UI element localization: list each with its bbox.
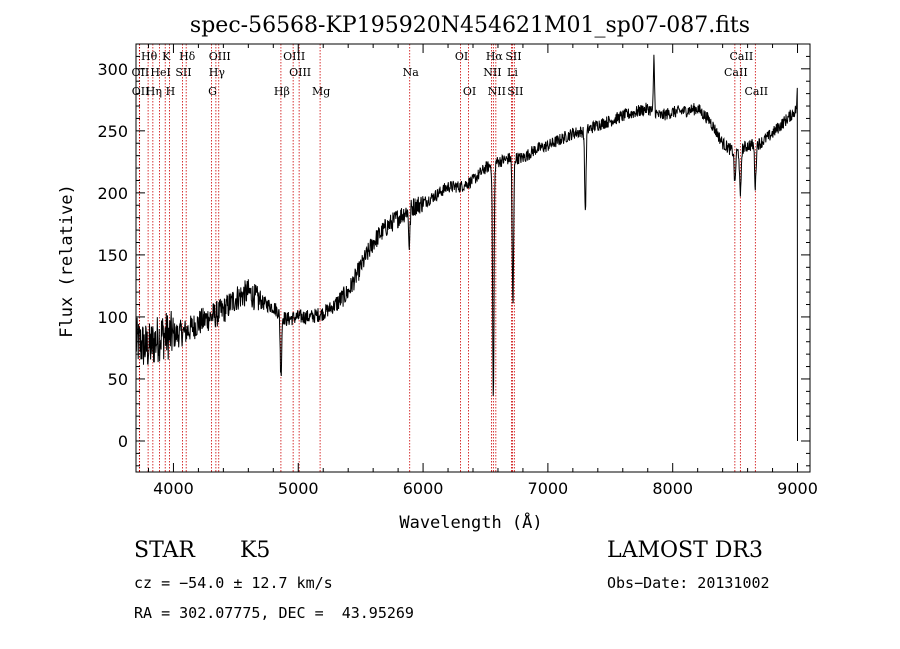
spectral-line-label: OIII bbox=[209, 50, 231, 63]
spectral-line-label: K bbox=[162, 50, 171, 63]
y-tick-label: 100 bbox=[97, 308, 128, 327]
spectral-line-label: OIII bbox=[289, 66, 311, 79]
spectral-line-label: Hα bbox=[486, 50, 504, 63]
spectral-line-label: HeI bbox=[150, 66, 170, 79]
y-tick-label: 50 bbox=[108, 370, 128, 389]
survey-name: LAMOST DR3 bbox=[607, 538, 763, 563]
spectral-line-label: CaII bbox=[724, 66, 748, 79]
object-class: STAR bbox=[134, 538, 195, 563]
x-axis-label: Wavelength (Å) bbox=[399, 511, 542, 533]
y-axis-label: Flux (relative) bbox=[57, 184, 77, 338]
chart-title: spec-56568-KP195920N454621M01_sp07-087.f… bbox=[190, 13, 750, 38]
spectral-line-label: Hθ bbox=[141, 50, 158, 63]
x-tick-label: 7000 bbox=[528, 479, 569, 498]
spectrum-plot: spec-56568-KP195920N454621M01_sp07-087.f… bbox=[57, 13, 818, 533]
spectral-line-label: Hβ bbox=[274, 85, 290, 98]
spectral-line-label: Na bbox=[403, 66, 420, 79]
spectral-line-label: OII bbox=[132, 66, 150, 79]
x-tick-label: 9000 bbox=[777, 479, 818, 498]
y-tick-label: 200 bbox=[97, 184, 128, 203]
spectral-line-label: NII bbox=[483, 66, 501, 79]
y-tick-label: 250 bbox=[97, 122, 128, 141]
coordinates: RA = 302.07775, DEC = 43.95269 bbox=[134, 604, 414, 622]
spectral-line-label: G bbox=[208, 85, 217, 98]
y-tick-label: 300 bbox=[97, 60, 128, 79]
y-tick-label: 0 bbox=[118, 432, 128, 451]
plot-frame bbox=[135, 43, 811, 473]
spectral-line-label: Hη bbox=[146, 85, 162, 98]
spectrum-line bbox=[135, 54, 798, 442]
observation-date: Obs−Date: 20131002 bbox=[607, 574, 770, 592]
axis-ticks: 4000 5000 6000 7000 8000 9000 0 50 100 150 200 250 3… bbox=[97, 43, 818, 498]
object-subclass: K5 bbox=[240, 538, 271, 563]
x-tick-label: 6000 bbox=[403, 479, 444, 498]
spectral-line-label: Hδ bbox=[179, 50, 196, 63]
spectral-line-label: OIII bbox=[283, 50, 305, 63]
x-tick-label: 4000 bbox=[153, 479, 194, 498]
spectral-line-label: Hγ bbox=[209, 66, 226, 79]
spectral-line-markers bbox=[138, 44, 756, 472]
spectral-line-label: H bbox=[166, 85, 176, 98]
spectral-line-label: OI bbox=[455, 50, 468, 63]
y-tick-label: 150 bbox=[97, 246, 128, 265]
spectral-line-label: Mg bbox=[312, 85, 330, 98]
spectral-line-label: OI bbox=[463, 85, 476, 98]
spectral-line-label: CaII bbox=[744, 85, 768, 98]
spectral-line-label: CaII bbox=[730, 50, 754, 63]
x-tick-label: 8000 bbox=[652, 479, 693, 498]
redshift-velocity: cz = −54.0 ± 12.7 km/s bbox=[134, 574, 333, 592]
spectral-line-label: Li bbox=[507, 66, 518, 79]
spectral-line-label: SII bbox=[175, 66, 191, 79]
spectral-line-label: SII bbox=[505, 50, 521, 63]
spectral-line-label: SII bbox=[507, 85, 523, 98]
x-tick-label: 5000 bbox=[278, 479, 319, 498]
spectral-line-label: NII bbox=[488, 85, 506, 98]
